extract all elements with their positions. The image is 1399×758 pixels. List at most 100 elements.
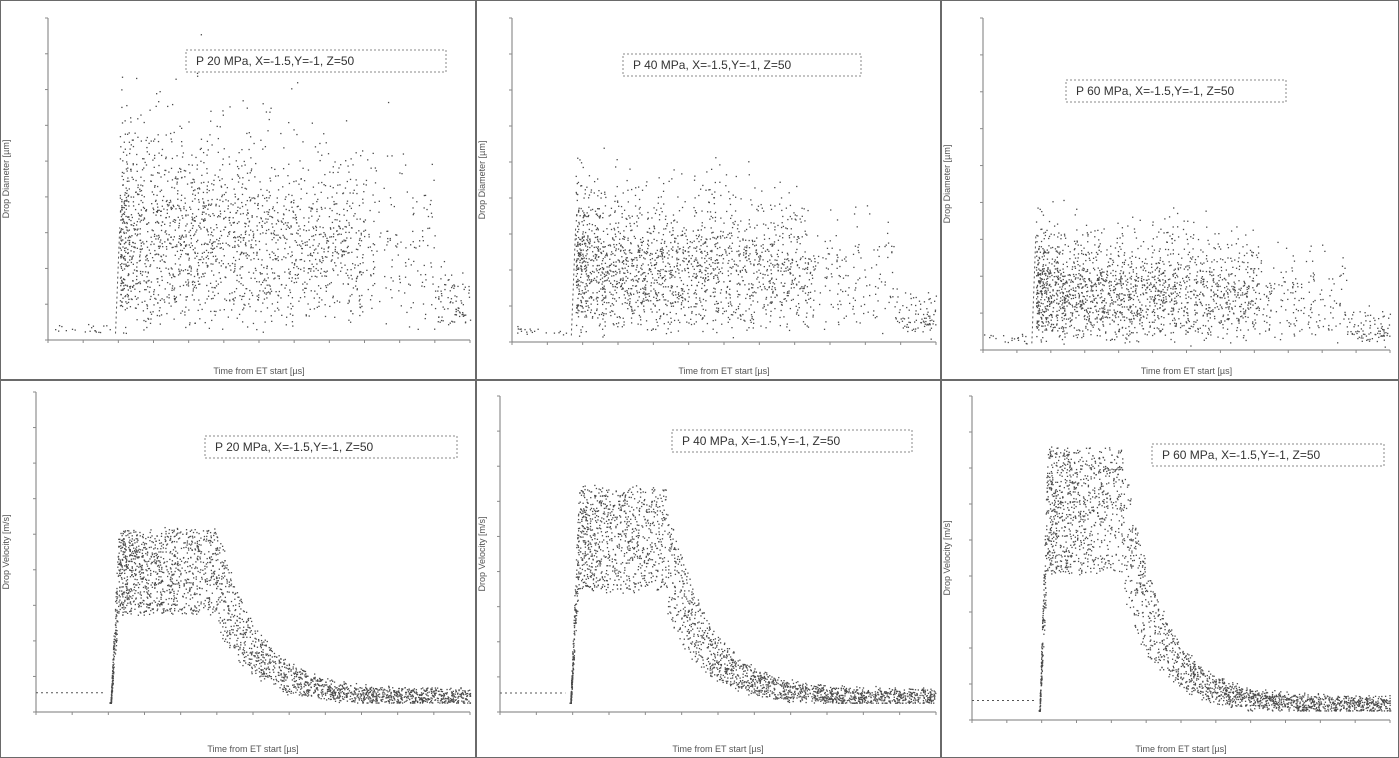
scatter-point [1259,298,1262,300]
scatter-point [137,228,139,230]
scatter-point [579,244,582,246]
scatter-point [359,314,361,317]
scatter-point [289,273,291,275]
scatter-point [290,255,292,258]
scatter-point [583,235,585,237]
scatter-point [378,211,380,213]
scatter-point [221,194,224,196]
scatter-point [1036,335,1038,338]
scatter-point [616,282,618,285]
scatter-point [258,296,260,299]
scatter-point [630,306,633,308]
scatter-point [804,323,806,326]
scatter-point [659,255,661,257]
scatter-point [750,321,752,323]
scatter-point [1196,282,1198,285]
scatter-point [171,285,174,287]
scatter-point [174,245,176,248]
scatter-point [342,283,344,285]
scatter-point [741,269,743,271]
scatter-point [468,289,470,291]
scatter-point [524,328,526,331]
scatter-point [704,226,706,229]
scatter-point [293,267,295,269]
scatter-point [744,230,746,232]
scatter-point [139,256,141,258]
scatter-point [131,139,134,141]
scatter-point [807,209,809,212]
scatter-point [266,273,268,275]
scatter-point [584,316,586,318]
scatter-point [784,298,786,300]
scatter-point [254,176,256,178]
scatter-point [240,277,243,279]
scatter-point [232,256,235,259]
scatter-point [1381,328,1384,331]
scatter-point [685,229,687,231]
scatter-point [1247,329,1249,331]
scatter-point [315,226,318,229]
scatter-point [122,206,124,209]
scatter-point [593,180,596,183]
scatter-point [174,254,176,256]
scatter-point [582,166,584,169]
scatter-point [212,212,214,215]
scatter-point [379,236,381,238]
scatter-point [348,319,350,321]
scatter-point [788,192,790,194]
scatter-point [206,229,208,231]
scatter-point [246,107,248,109]
scatter-point [178,235,181,237]
scatter-point [348,222,350,224]
scatter-point [160,214,162,217]
scatter-point [133,228,135,230]
scatter-point [197,280,199,282]
scatter-point [1297,286,1299,288]
scatter-point [729,297,731,299]
scatter-point [580,300,583,302]
scatter-point [271,216,273,218]
scatter-point [460,302,463,304]
scatter-point [603,287,605,289]
points-layer [55,34,1392,712]
scatter-point [677,242,679,245]
scatter-point [690,306,692,308]
scatter-point [1037,235,1039,237]
scatter-point [871,267,873,269]
scatter-point [898,321,901,324]
scatter-point [611,284,614,286]
scatter-point [681,300,684,302]
scatter-point [1263,308,1265,310]
scatter-point [465,314,467,316]
scatter-point [695,273,697,275]
scatter-point [220,281,222,283]
scatter-point [125,232,127,234]
scatter-point [748,174,750,176]
scatter-point [1118,279,1120,281]
scatter-point [420,274,422,276]
scatter-point [346,202,348,205]
scatter-point [707,279,709,281]
scatter-point [1042,314,1045,317]
scatter-point [764,250,767,252]
scatter-point [237,206,239,208]
scatter-point [227,316,229,318]
scatter-point [863,303,866,306]
scatter-point [320,247,323,249]
scatter-point [220,185,222,187]
scatter-point [558,332,560,334]
scatter-point [189,234,192,237]
scatter-point [843,317,845,319]
scatter-point [618,261,621,263]
scatter-point [620,244,622,247]
scatter-point [145,281,147,283]
scatter-point [713,269,715,271]
scatter-point [1217,286,1219,288]
scatter-point [714,211,717,214]
scatter-point [620,285,622,288]
scatter-point [657,256,659,259]
scatter-point [152,159,154,161]
scatter-point [321,208,323,210]
scatter-point [120,282,122,285]
scatter-point [694,291,696,294]
